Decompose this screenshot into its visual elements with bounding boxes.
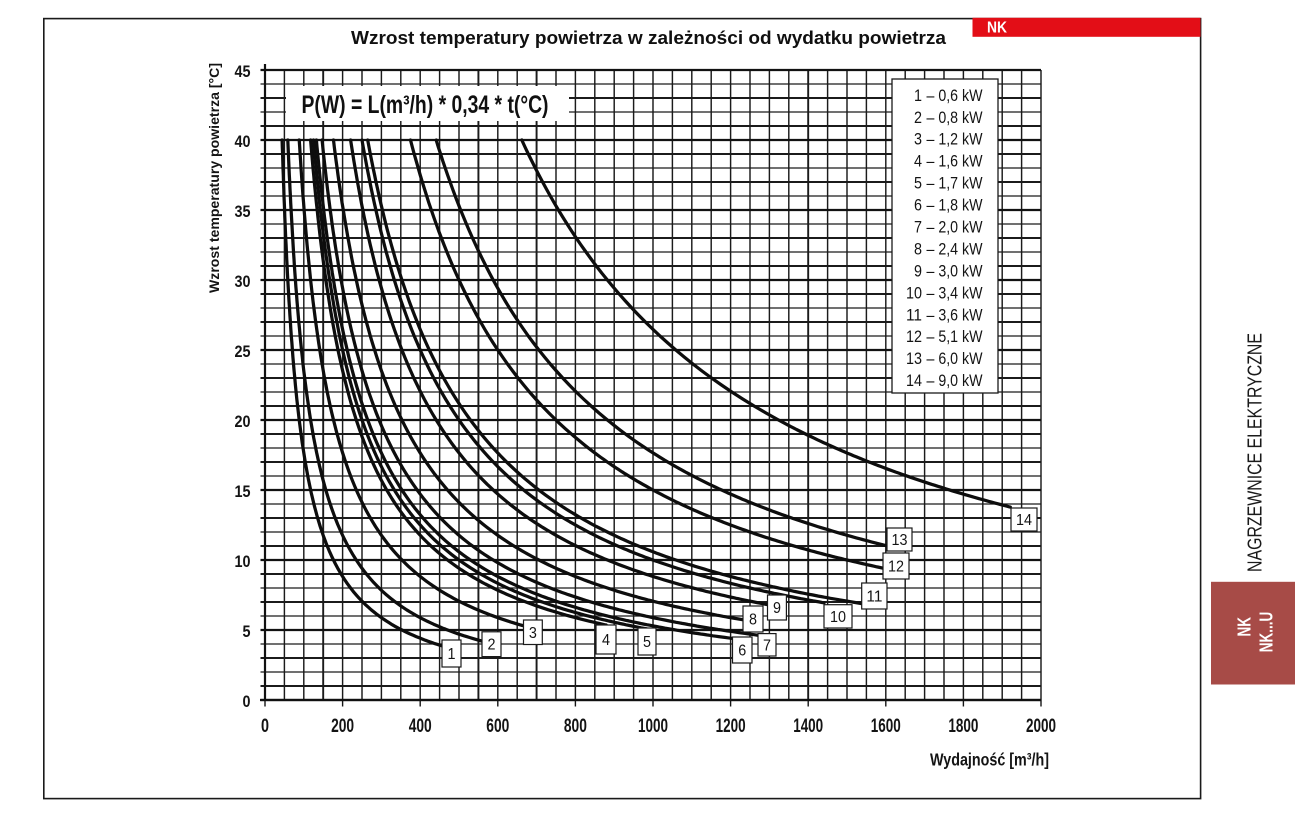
- svg-text:5: 5: [643, 634, 651, 651]
- svg-text:NAGRZEWNICE ELEKTRYCZNE: NAGRZEWNICE ELEKTRYCZNE: [1245, 333, 1267, 572]
- svg-text:4: 4: [602, 632, 610, 649]
- svg-text:20: 20: [235, 412, 251, 431]
- svg-text:1000: 1000: [638, 716, 668, 737]
- svg-text:400: 400: [409, 716, 432, 737]
- svg-text:Wydajność [m³/h]: Wydajność [m³/h]: [930, 750, 1049, 770]
- svg-text:– 2,4 kW: – 2,4 kW: [927, 240, 983, 259]
- svg-text:NK...U: NK...U: [1257, 612, 1277, 653]
- svg-text:14: 14: [1016, 512, 1032, 529]
- svg-text:8: 8: [749, 612, 757, 629]
- svg-text:– 5,1 kW: – 5,1 kW: [927, 327, 983, 346]
- svg-text:800: 800: [564, 716, 587, 737]
- svg-text:10: 10: [906, 283, 922, 302]
- svg-text:1600: 1600: [871, 716, 901, 737]
- svg-text:12: 12: [906, 327, 922, 346]
- svg-text:11: 11: [906, 305, 922, 324]
- svg-text:1: 1: [914, 86, 922, 105]
- svg-text:P(W) = L(m³/h) * 0,34 * t(°C): P(W) = L(m³/h) * 0,34 * t(°C): [302, 91, 549, 119]
- svg-text:25: 25: [235, 342, 251, 361]
- svg-text:8: 8: [914, 240, 922, 259]
- svg-text:9: 9: [773, 600, 781, 617]
- svg-text:NK: NK: [987, 19, 1008, 36]
- svg-text:13: 13: [892, 532, 908, 549]
- svg-text:2: 2: [488, 637, 496, 654]
- svg-text:– 9,0 kW: – 9,0 kW: [927, 371, 983, 390]
- svg-text:– 3,6 kW: – 3,6 kW: [927, 305, 983, 324]
- svg-text:1800: 1800: [948, 716, 978, 737]
- svg-text:7: 7: [763, 637, 771, 654]
- svg-text:40: 40: [235, 132, 251, 151]
- svg-text:– 6,0 kW: – 6,0 kW: [927, 349, 983, 368]
- svg-text:NK: NK: [1235, 617, 1255, 637]
- svg-text:10: 10: [235, 552, 251, 571]
- svg-text:600: 600: [486, 716, 509, 737]
- svg-text:35: 35: [235, 202, 251, 221]
- svg-text:6: 6: [914, 196, 922, 215]
- svg-text:– 1,7 kW: – 1,7 kW: [927, 174, 983, 193]
- svg-text:Wzrost temperatury powietrza [: Wzrost temperatury powietrza [°C]: [206, 63, 222, 293]
- svg-text:200: 200: [331, 716, 354, 737]
- svg-text:– 3,4 kW: – 3,4 kW: [927, 283, 983, 302]
- svg-text:2: 2: [914, 108, 922, 127]
- svg-text:14: 14: [906, 371, 922, 390]
- svg-text:2000: 2000: [1026, 716, 1056, 737]
- svg-text:4: 4: [914, 152, 922, 171]
- svg-text:3: 3: [914, 130, 922, 149]
- svg-text:– 1,2 kW: – 1,2 kW: [927, 130, 983, 149]
- svg-text:– 2,0 kW: – 2,0 kW: [927, 218, 983, 237]
- svg-text:1: 1: [448, 646, 456, 663]
- svg-text:30: 30: [235, 272, 251, 291]
- svg-text:– 3,0 kW: – 3,0 kW: [927, 261, 983, 280]
- svg-text:13: 13: [906, 349, 922, 368]
- svg-text:Wzrost temperatury powietrza w: Wzrost temperatury powietrza w zależnośc…: [351, 27, 947, 48]
- svg-text:– 0,6 kW: – 0,6 kW: [927, 86, 983, 105]
- svg-text:9: 9: [914, 261, 922, 280]
- svg-text:– 0,8 kW: – 0,8 kW: [927, 108, 983, 127]
- svg-text:10: 10: [830, 609, 846, 626]
- svg-text:6: 6: [738, 643, 746, 660]
- svg-text:15: 15: [235, 482, 251, 501]
- svg-text:5: 5: [914, 174, 922, 193]
- svg-text:1200: 1200: [716, 716, 746, 737]
- svg-text:3: 3: [529, 625, 537, 642]
- svg-text:11: 11: [866, 589, 882, 606]
- svg-text:0: 0: [261, 716, 269, 737]
- svg-text:1400: 1400: [793, 716, 823, 737]
- svg-text:– 1,6 kW: – 1,6 kW: [927, 152, 983, 171]
- svg-text:12: 12: [888, 559, 904, 576]
- svg-text:0: 0: [243, 692, 251, 711]
- svg-text:7: 7: [914, 218, 922, 237]
- svg-text:5: 5: [243, 622, 251, 641]
- svg-text:– 1,8 kW: – 1,8 kW: [927, 196, 983, 215]
- svg-text:45: 45: [235, 62, 251, 81]
